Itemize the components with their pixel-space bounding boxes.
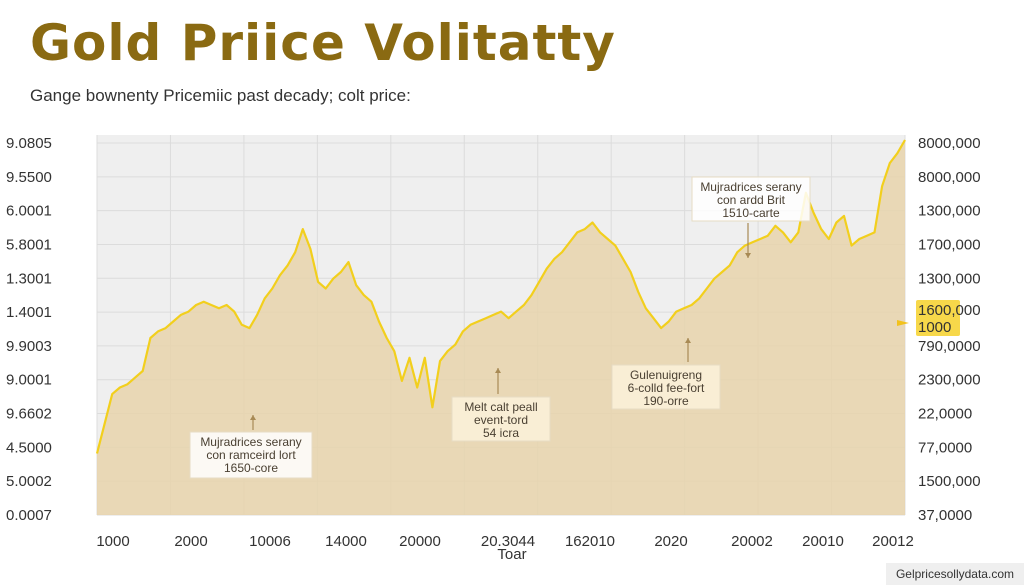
annotation-text: 1650-core xyxy=(224,461,278,475)
annotation-text: con ramceird lort xyxy=(206,448,296,462)
y-tick-left: 9.9003 xyxy=(6,338,52,355)
y-tick-right: 37,0000 xyxy=(918,507,972,524)
annotation-text: 190-orre xyxy=(643,394,689,408)
y-tick-left: 4.5000 xyxy=(6,439,52,456)
annotation-text: Mujradrices serany xyxy=(700,180,801,194)
x-tick-label: 14000 xyxy=(325,533,367,550)
y-tick-left: 9.0001 xyxy=(6,372,52,389)
x-tick-label: 20000 xyxy=(399,533,441,550)
y-tick-left: 0.0007 xyxy=(6,507,52,524)
x-tick-label: 2020 xyxy=(654,533,687,550)
y-tick-right: 77,0000 xyxy=(918,439,972,456)
x-tick-label: 20012 xyxy=(872,533,914,550)
series-area xyxy=(97,140,905,515)
x-axis-label: Toar xyxy=(497,546,526,563)
annotation-text: Gulenuigreng xyxy=(630,368,702,382)
y-tick-right: 2300,000 xyxy=(918,372,981,389)
annotation-arrowhead xyxy=(495,368,501,373)
x-tick-label: 1000 xyxy=(96,533,129,550)
x-tick-label: 20010 xyxy=(802,533,844,550)
chart-title: Gold Priice Volitatty xyxy=(30,14,616,72)
annotation-text: Melt calt peall xyxy=(464,400,537,414)
x-tick-label: 10006 xyxy=(249,533,291,550)
x-tick-label: 20.3044 xyxy=(481,533,535,550)
annotation-text: 6-colld fee-fort xyxy=(628,381,705,395)
y-tick-right: 8000,000 xyxy=(918,135,981,152)
y-tick-left: 9.5500 xyxy=(6,169,52,186)
y-tick-right: 790,0000 xyxy=(918,338,981,355)
y-tick-right: 1700,000 xyxy=(918,236,981,253)
y-tick-right: 1500,000 xyxy=(918,473,981,490)
y-tick-left: 5.8001 xyxy=(6,236,52,253)
x-tick-label: 162010 xyxy=(565,533,615,550)
y-tick-left: 5.0002 xyxy=(6,473,52,490)
highlight-pointer xyxy=(897,320,909,326)
y-tick-left: 9.0805 xyxy=(6,135,52,152)
highlight-box xyxy=(916,300,960,336)
x-tick-label: 2000 xyxy=(174,533,207,550)
annotation-arrowhead xyxy=(250,415,256,420)
y-tick-right: 1300,000 xyxy=(918,270,981,287)
highlight-text: 1000 xyxy=(918,319,951,336)
y-tick-left: 6.0001 xyxy=(6,203,52,220)
x-axis: 1000 2000 10006 14000 20000 20.3044 162010 2020… xyxy=(96,533,914,550)
annotation-text: 54 icra xyxy=(483,426,519,440)
y-axis-right: 8000,000 8000,000 1300,000 1700,000 1300,000… xyxy=(918,135,981,524)
annotation-box xyxy=(691,176,811,222)
y-tick-right: 8000,000 xyxy=(918,169,981,186)
annotation-text: Mujradrices serany xyxy=(200,435,301,449)
annotation-arrowhead xyxy=(685,338,691,343)
source-credit: Gelpricesollydata.com xyxy=(885,563,1024,585)
annotation-text: con ardd Brit xyxy=(717,193,786,207)
y-tick-right: 1300,000 xyxy=(918,203,981,220)
series-line xyxy=(95,139,906,454)
annotation-arrowhead xyxy=(745,253,751,258)
y-tick-left: 9.6602 xyxy=(6,406,52,423)
chart-subtitle: Gange bownenty Pricemiic past decady; co… xyxy=(30,86,411,105)
y-axis-left: 9.0805 9.5500 6.0001 5.8001 1.3001 1.4001 9.90… xyxy=(6,135,52,524)
annotation-box xyxy=(189,431,313,479)
highlight-text: 1600,000 xyxy=(918,302,981,319)
annotation-text: event-tord xyxy=(474,413,528,427)
y-tick-left: 1.4001 xyxy=(6,304,52,321)
y-tick-left: 1.3001 xyxy=(6,270,52,287)
y-tick-right: 22,0000 xyxy=(918,406,972,423)
annotation-text: 1510-carte xyxy=(722,206,780,220)
x-tick-label: 20002 xyxy=(731,533,773,550)
annotation-box xyxy=(611,364,721,410)
annotation-box xyxy=(451,396,551,442)
